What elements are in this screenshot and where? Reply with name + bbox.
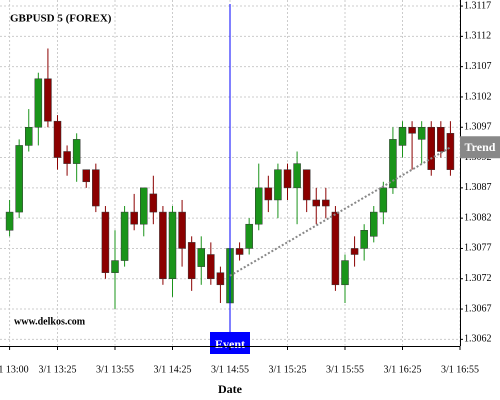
annotations: Event: [210, 4, 451, 354]
x-tick-label: 3/1 14:25: [153, 364, 191, 375]
candle-body: [82, 169, 90, 183]
chart-title: GBPUSD 5 (FOREX): [10, 13, 112, 25]
y-tick-label: 1.3072: [464, 273, 492, 284]
candle-body: [34, 78, 43, 128]
candle-body: [111, 260, 119, 273]
trend-label-box: [460, 136, 500, 159]
candle-body: [120, 211, 129, 261]
y-tick-label: 1.3097: [464, 122, 492, 133]
candle-body: [187, 242, 196, 279]
candle-body: [245, 223, 253, 249]
candle-body: [216, 272, 225, 286]
candle-body: [302, 169, 311, 201]
candle-body: [140, 187, 148, 225]
candle-body: [398, 127, 407, 146]
candle-body: [149, 193, 158, 213]
candle-body: [168, 211, 177, 279]
trend-label: Trend: [465, 140, 496, 154]
candle-body: [389, 139, 397, 189]
y-tick-label: 1.3117: [464, 0, 491, 11]
candle-body: [408, 127, 416, 134]
candle-body: [63, 151, 71, 164]
x-axis-title: Date: [218, 382, 243, 396]
x-tick-label: 3/1 13:25: [38, 364, 76, 375]
candle-body: [92, 169, 100, 207]
x-tick-label: 3/1 13:55: [96, 364, 134, 375]
candle-body: [159, 211, 167, 279]
candle-body: [274, 169, 282, 201]
event-label-box: [210, 332, 250, 354]
candle-body: [25, 127, 33, 146]
candle-body: [178, 211, 186, 249]
x-tick-label: 3/1 16:25: [383, 364, 421, 375]
candle-body: [197, 248, 205, 267]
watermark: www.delkos.com: [14, 316, 86, 327]
y-tick-label: 1.3087: [464, 182, 492, 193]
y-tick-label: 1.3107: [464, 61, 492, 72]
y-tick-label: 1.3112: [464, 31, 491, 42]
x-tick-label: 3/1 15:55: [326, 364, 364, 375]
candle-body: [264, 187, 273, 201]
candle-body: [437, 127, 445, 152]
x-tick-label: 3/1 16:55: [441, 364, 479, 375]
candle-body: [53, 120, 62, 158]
x-tick-label: 3/1 15:25: [268, 364, 306, 375]
candle-body: [130, 211, 138, 225]
candle-body: [15, 145, 23, 213]
y-tick-label: 1.3067: [464, 303, 492, 314]
candle-body: [235, 248, 244, 255]
candle-body: [283, 169, 292, 189]
candle-body: [293, 163, 301, 189]
candle-body: [341, 260, 349, 286]
candle-body: [5, 211, 14, 231]
y-tick-label: 1.3082: [464, 212, 492, 223]
candle-body: [350, 248, 359, 255]
candle-body: [322, 199, 330, 207]
candle-body: [379, 187, 388, 213]
candle-body: [331, 211, 340, 286]
x-tick-label: 3/1 13:00: [0, 364, 29, 375]
candle-body: [44, 78, 52, 122]
candle-body: [446, 133, 455, 170]
candle-body: [427, 127, 435, 170]
candle-body: [72, 139, 81, 164]
candle-body: [370, 211, 378, 237]
y-tick-label: 1.3077: [464, 243, 492, 254]
trend-line: [229, 146, 451, 277]
candle-body: [312, 199, 320, 207]
event-label: Event: [215, 337, 245, 351]
x-tick-label: 3/1 14:55: [211, 364, 249, 375]
y-tick-label: 1.3102: [464, 91, 492, 102]
candle-body: [360, 230, 368, 249]
candle-body: [417, 127, 426, 140]
candle-body: [207, 254, 215, 279]
y-tick-label: 1.3062: [464, 334, 492, 345]
candle-body: [101, 211, 110, 273]
candle-body: [255, 187, 263, 225]
